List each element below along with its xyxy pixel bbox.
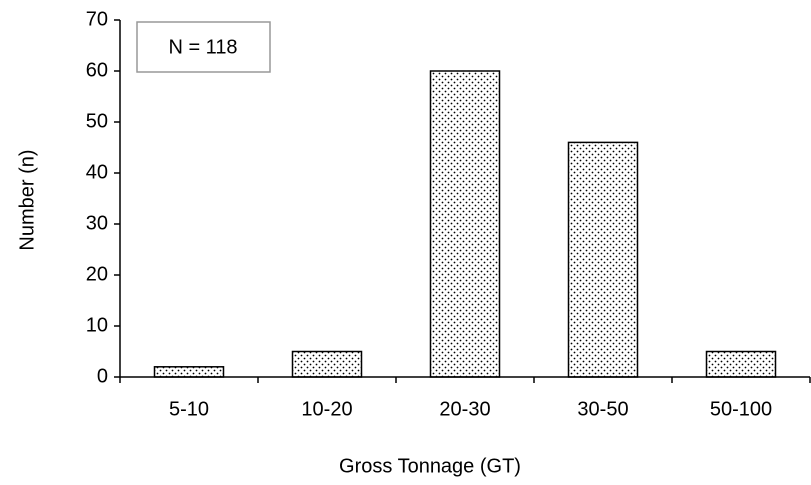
y-tick-label: 70 (86, 8, 108, 30)
y-tick-label: 30 (86, 212, 108, 234)
bar (705, 350, 777, 378)
y-tick-label: 60 (86, 59, 108, 81)
bar (291, 350, 363, 378)
bar (567, 141, 639, 378)
y-tick-label: 0 (97, 365, 108, 387)
x-tick-label: 30-50 (577, 398, 628, 420)
y-axis-title: Number (n) (16, 149, 38, 250)
x-tick-label: 20-30 (439, 398, 490, 420)
bar (153, 366, 225, 378)
annotation: N = 118 (168, 36, 237, 58)
bar (429, 70, 501, 378)
y-tick-label: 20 (86, 263, 108, 285)
x-tick-label: 10-20 (301, 398, 352, 420)
x-tick-label: 5-10 (169, 398, 209, 420)
y-tick-label: 50 (86, 110, 108, 132)
x-tick-label: 50-100 (710, 398, 772, 420)
y-tick-label: 10 (86, 314, 108, 336)
annotation-box (136, 21, 271, 73)
y-tick-label: 40 (86, 161, 108, 183)
x-axis-title: Gross Tonnage (GT) (339, 455, 521, 477)
